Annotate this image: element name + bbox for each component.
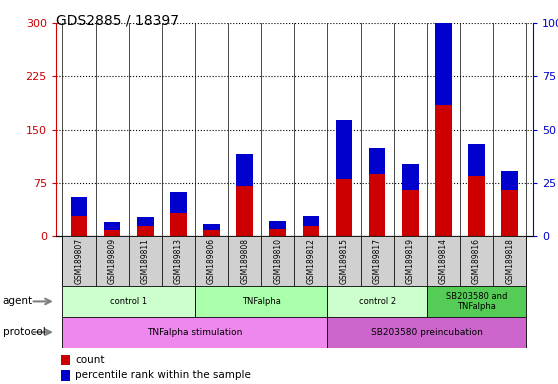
Bar xyxy=(170,214,187,236)
Bar xyxy=(336,179,352,236)
Text: GSM189815: GSM189815 xyxy=(339,238,349,284)
Bar xyxy=(237,187,253,236)
Text: GSM189817: GSM189817 xyxy=(373,238,382,284)
Text: GSM189818: GSM189818 xyxy=(505,238,514,284)
Bar xyxy=(369,148,386,174)
Text: control 2: control 2 xyxy=(359,297,396,306)
Bar xyxy=(336,120,352,179)
Text: GSM189819: GSM189819 xyxy=(406,238,415,284)
Text: SB203580 preincubation: SB203580 preincubation xyxy=(371,328,483,337)
Bar xyxy=(62,317,328,348)
Bar xyxy=(95,236,129,286)
Bar xyxy=(237,154,253,187)
Bar xyxy=(402,190,418,236)
Text: GSM189816: GSM189816 xyxy=(472,238,481,284)
Bar xyxy=(228,236,261,286)
Text: GSM189806: GSM189806 xyxy=(207,238,216,284)
Bar xyxy=(203,224,220,230)
Text: control 1: control 1 xyxy=(110,297,147,306)
Bar xyxy=(435,0,452,105)
Bar xyxy=(302,226,319,236)
Bar xyxy=(62,236,95,286)
Text: percentile rank within the sample: percentile rank within the sample xyxy=(75,370,251,381)
Text: SB203580 and
TNFalpha: SB203580 and TNFalpha xyxy=(446,292,507,311)
Bar xyxy=(435,105,452,236)
Bar xyxy=(302,215,319,226)
Text: GSM189814: GSM189814 xyxy=(439,238,448,284)
Bar xyxy=(427,236,460,286)
Text: GSM189812: GSM189812 xyxy=(306,238,315,284)
Bar xyxy=(468,144,485,176)
Bar xyxy=(328,286,427,317)
Bar xyxy=(195,236,228,286)
Bar xyxy=(295,236,328,286)
Text: count: count xyxy=(75,355,104,365)
Bar xyxy=(502,171,518,190)
Bar xyxy=(270,229,286,236)
Bar xyxy=(203,230,220,236)
Bar xyxy=(369,174,386,236)
Text: GSM189808: GSM189808 xyxy=(240,238,249,284)
Bar xyxy=(104,222,121,230)
Bar xyxy=(394,236,427,286)
Bar xyxy=(129,236,162,286)
Bar xyxy=(137,225,153,236)
Bar xyxy=(493,236,526,286)
Bar xyxy=(328,236,360,286)
Text: TNFalpha stimulation: TNFalpha stimulation xyxy=(147,328,243,337)
Bar xyxy=(71,216,87,236)
Bar xyxy=(71,197,87,216)
Text: TNFalpha: TNFalpha xyxy=(242,297,281,306)
Bar xyxy=(61,355,70,365)
Text: agent: agent xyxy=(3,296,33,306)
Text: GDS2885 / 18397: GDS2885 / 18397 xyxy=(56,13,179,27)
Text: GSM189809: GSM189809 xyxy=(108,238,117,284)
Bar xyxy=(402,164,418,190)
Text: GSM189813: GSM189813 xyxy=(174,238,183,284)
Text: protocol: protocol xyxy=(3,327,46,337)
Bar xyxy=(460,236,493,286)
Bar xyxy=(328,317,526,348)
Bar xyxy=(502,190,518,236)
Text: GSM189807: GSM189807 xyxy=(74,238,84,284)
Text: GSM189811: GSM189811 xyxy=(141,238,150,284)
Bar xyxy=(104,230,121,236)
Bar xyxy=(170,192,187,214)
Bar xyxy=(137,217,153,225)
Bar xyxy=(62,286,195,317)
Bar xyxy=(61,370,70,381)
Bar xyxy=(468,176,485,236)
Bar xyxy=(360,236,394,286)
Text: GSM189810: GSM189810 xyxy=(273,238,282,284)
Bar xyxy=(270,220,286,229)
Bar xyxy=(261,236,295,286)
Bar xyxy=(195,286,328,317)
Bar xyxy=(162,236,195,286)
Bar xyxy=(427,286,526,317)
